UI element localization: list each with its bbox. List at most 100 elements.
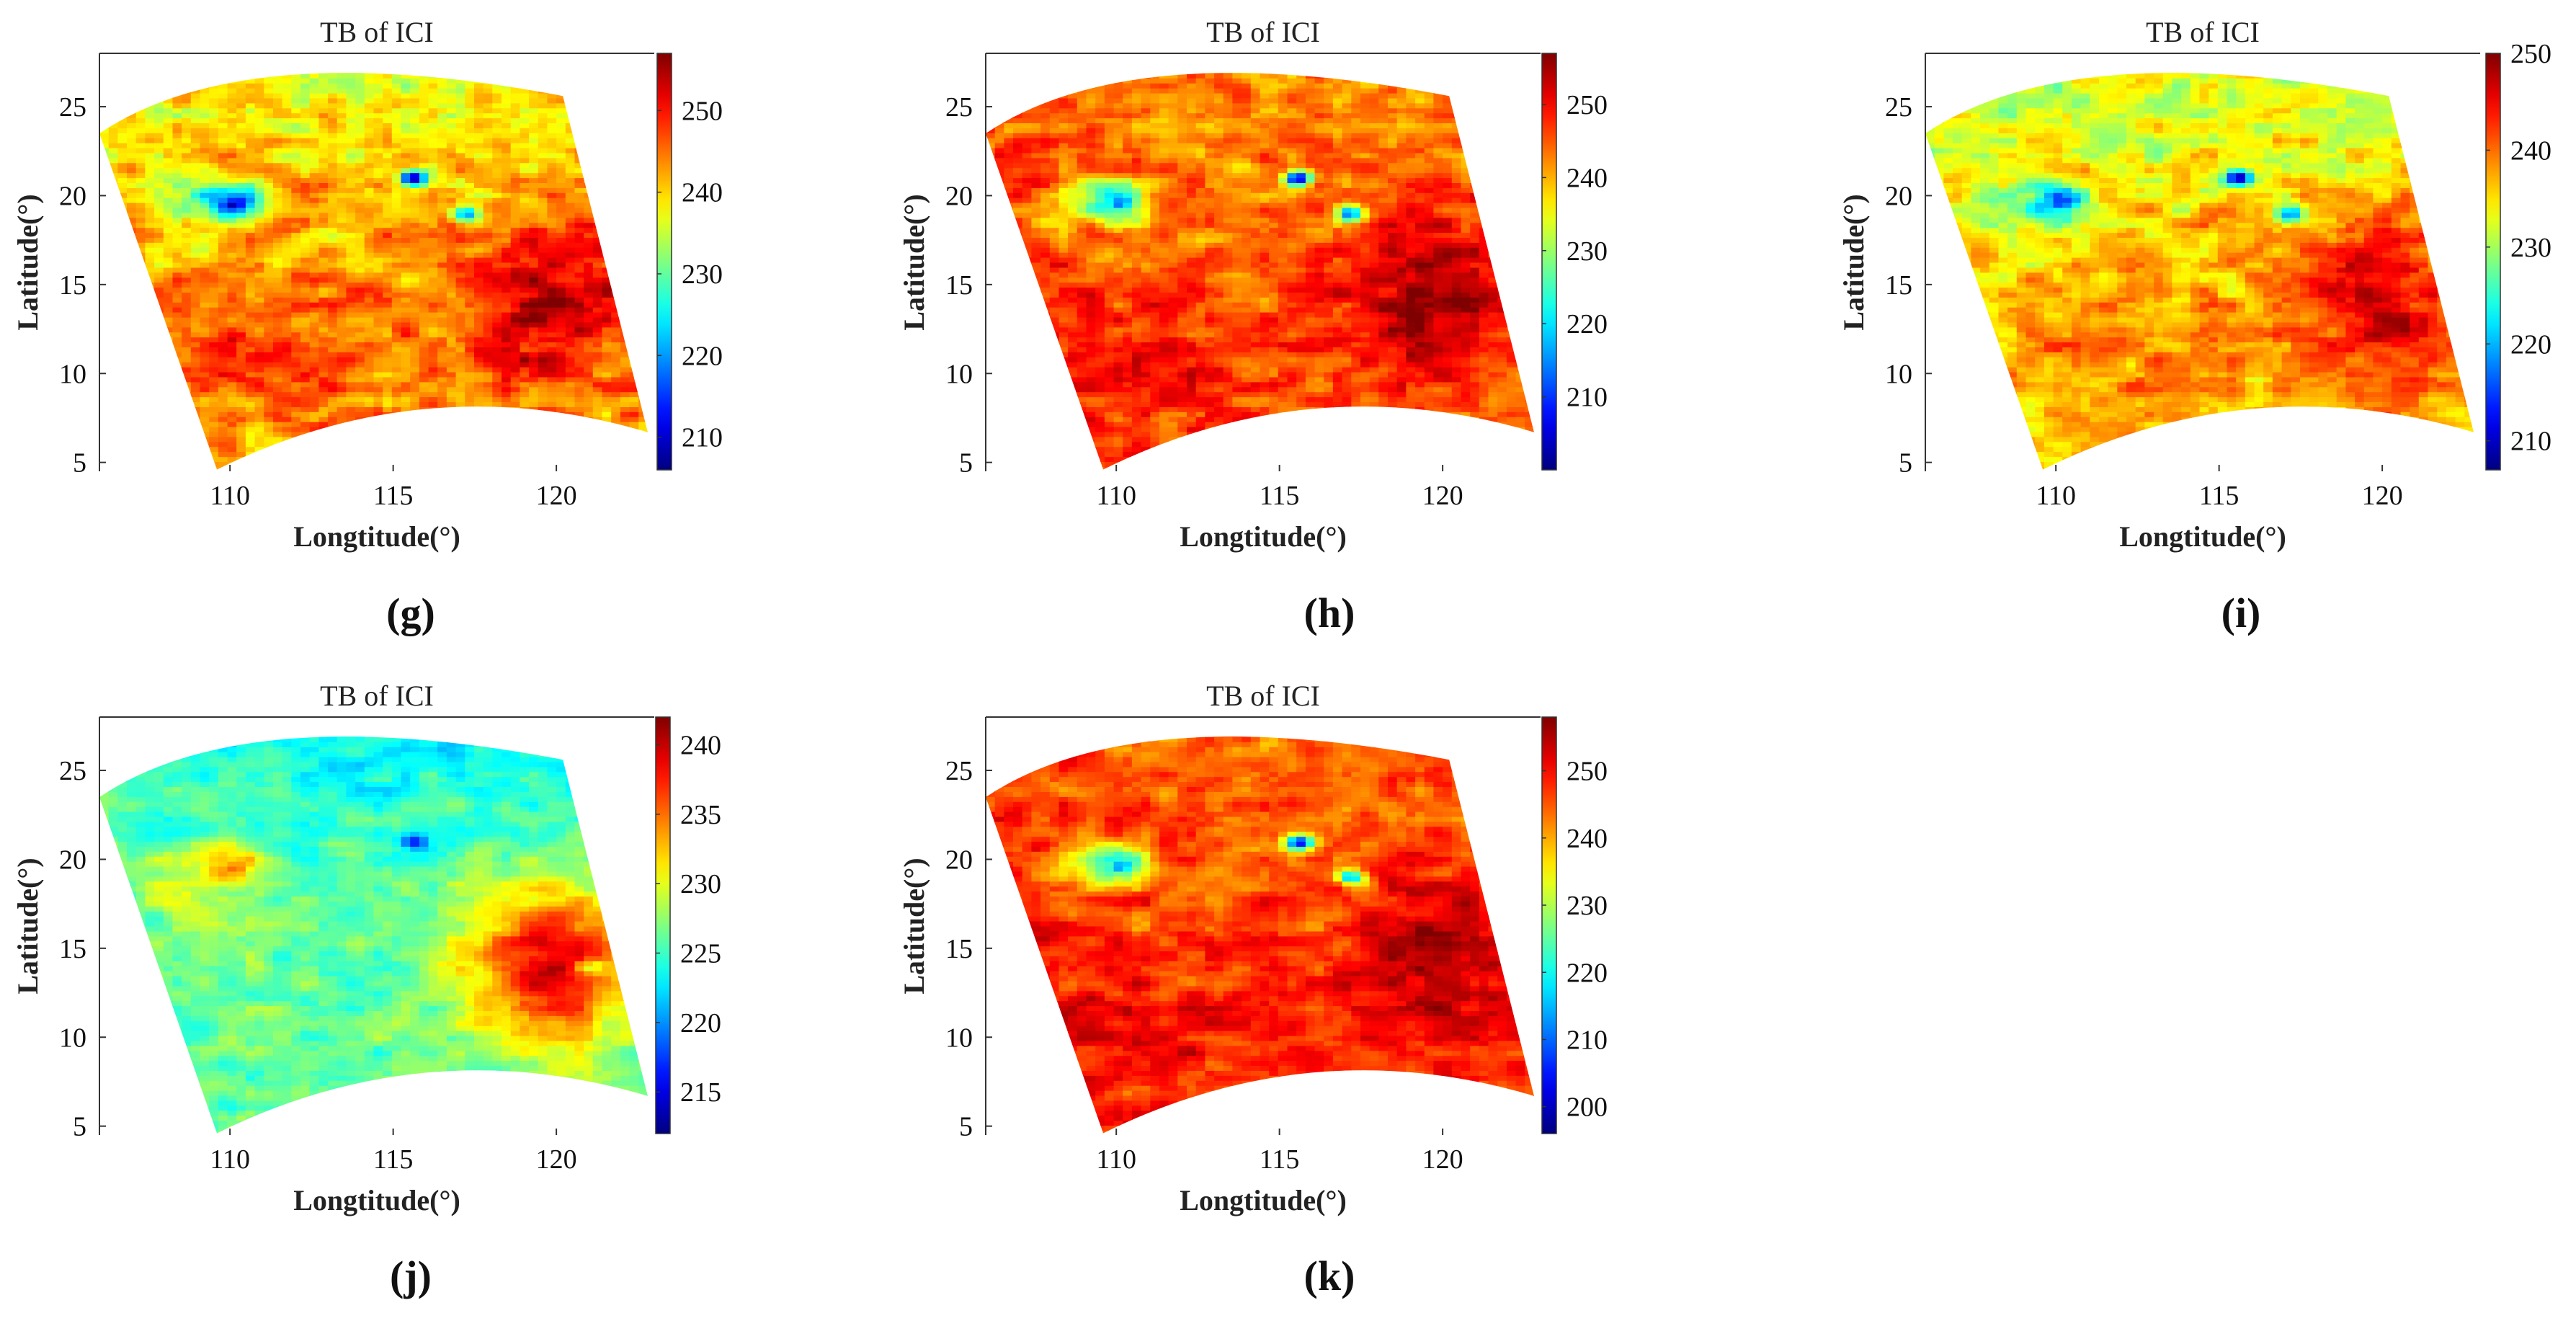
heatmap-cell — [291, 232, 301, 238]
heatmap-cell — [236, 267, 246, 273]
heatmap-cell — [419, 267, 429, 273]
heatmap-cell — [401, 128, 411, 133]
heatmap-cell — [135, 316, 146, 323]
heatmap-cell — [172, 128, 182, 133]
heatmap-cell — [99, 182, 110, 188]
heatmap-cell — [318, 417, 329, 422]
heatmap-cell — [346, 247, 356, 253]
heatmap-cell — [127, 321, 137, 328]
heatmap-cell — [291, 362, 301, 368]
heatmap-cell — [300, 272, 311, 278]
heatmap-cell — [446, 277, 457, 283]
heatmap-cell — [108, 386, 119, 393]
heatmap-cell — [419, 117, 429, 123]
heatmap-cell — [163, 431, 174, 437]
heatmap-cell — [209, 466, 219, 470]
heatmap-cell — [163, 297, 174, 303]
heatmap-cell — [428, 217, 439, 223]
heatmap-cell — [218, 386, 228, 393]
heatmap-cell — [108, 321, 119, 328]
heatmap-cell — [318, 326, 329, 333]
heatmap-cell — [446, 292, 457, 298]
heatmap-cell — [419, 436, 429, 442]
heatmap-cell — [209, 277, 219, 283]
heatmap-cell — [172, 167, 182, 174]
heatmap-cell — [620, 391, 630, 398]
heatmap-cell — [584, 167, 594, 174]
heatmap-cell — [565, 431, 576, 437]
heatmap-cell — [401, 187, 411, 193]
heatmap-cell — [346, 242, 356, 248]
heatmap-cell — [446, 102, 457, 109]
heatmap-cell — [391, 362, 402, 368]
heatmap-cell — [337, 147, 347, 153]
heatmap-cell — [117, 182, 128, 188]
heatmap-cell — [419, 78, 429, 84]
heatmap-cell — [182, 362, 192, 368]
heatmap-cell — [620, 138, 630, 143]
heatmap-cell — [620, 162, 630, 169]
heatmap-cell — [437, 287, 447, 293]
heatmap-cell — [538, 272, 548, 278]
heatmap-cell — [135, 257, 146, 263]
heatmap-cell — [145, 316, 155, 323]
heatmap-cell — [127, 147, 137, 153]
heatmap-cell — [629, 347, 640, 352]
heatmap-cell — [364, 292, 375, 298]
heatmap-cell — [538, 311, 548, 318]
heatmap-cell — [337, 287, 347, 293]
heatmap-cell — [611, 362, 621, 368]
heatmap-cell — [538, 287, 548, 293]
heatmap-cell — [190, 128, 201, 133]
heatmap-cell — [401, 133, 411, 138]
heatmap-cell — [465, 342, 475, 347]
heatmap-cell — [254, 217, 265, 223]
heatmap-cell — [218, 342, 228, 347]
heatmap-cell — [391, 167, 402, 174]
heatmap-cell — [428, 247, 439, 253]
heatmap-cell — [346, 217, 356, 223]
heatmap-cell — [209, 456, 219, 462]
heatmap-cell — [592, 381, 603, 388]
heatmap-cell — [428, 406, 439, 412]
heatmap-cell — [254, 316, 265, 323]
heatmap-cell — [428, 202, 439, 208]
heatmap-cell — [135, 321, 146, 328]
heatmap-cell — [611, 417, 621, 422]
heatmap-cell — [135, 326, 146, 333]
heatmap-cell — [172, 97, 182, 104]
heatmap-cell — [309, 147, 320, 153]
heatmap-cell — [108, 396, 119, 402]
heatmap-cell — [391, 371, 402, 378]
heatmap-cell — [437, 117, 447, 123]
heatmap-cell — [565, 162, 576, 169]
heatmap-cell — [602, 306, 612, 313]
heatmap-cell — [529, 252, 539, 258]
heatmap-cell — [364, 138, 375, 143]
heatmap-cell — [227, 152, 238, 159]
heatmap-cell — [172, 391, 182, 398]
heatmap-cell — [419, 157, 429, 164]
heatmap-cell — [300, 321, 311, 328]
heatmap-cell — [200, 406, 210, 412]
heatmap-cell — [328, 167, 338, 174]
heatmap-cell — [337, 162, 347, 169]
heatmap-cell — [401, 262, 411, 268]
heatmap-cell — [135, 262, 146, 268]
heatmap-cell — [364, 133, 375, 138]
heatmap-cell — [364, 117, 375, 123]
heatmap-cell — [502, 78, 512, 84]
heatmap-cell — [291, 347, 301, 352]
heatmap-cell — [190, 337, 201, 343]
heatmap-cell — [474, 451, 484, 458]
heatmap-cell — [154, 152, 164, 159]
heatmap-cell — [310, 58, 320, 63]
heatmap-cell — [236, 138, 246, 143]
heatmap-cell — [236, 83, 246, 89]
heatmap-cell — [446, 401, 457, 407]
heatmap-cell — [200, 212, 210, 218]
heatmap-cell — [575, 58, 585, 63]
heatmap-cell — [638, 406, 648, 412]
heatmap-cell — [455, 177, 466, 183]
heatmap-cell — [373, 421, 383, 427]
